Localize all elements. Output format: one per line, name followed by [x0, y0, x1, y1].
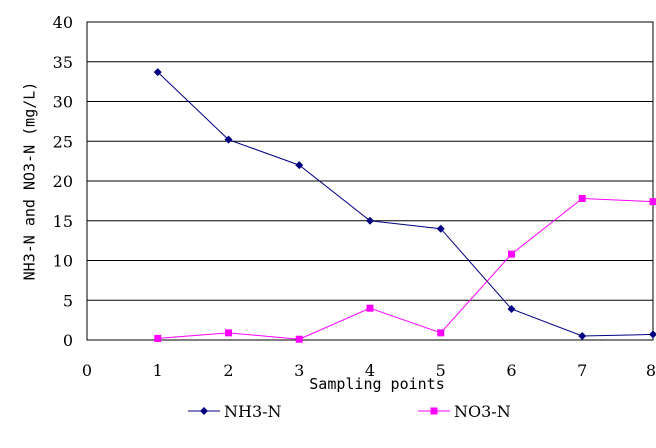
data-point-NH3-N — [366, 216, 374, 225]
y-tick-labels: 0 5 10 15 20 25 30 35 40 — [53, 13, 73, 350]
data-point-NO3-N — [649, 198, 656, 206]
y-tick-label: 20 — [53, 172, 73, 191]
y-tick-label: 15 — [53, 212, 73, 231]
data-point-NO3-N — [154, 334, 162, 342]
legend-item-NH3-N: NH3-N — [188, 402, 282, 421]
legend-label: NO3-N — [454, 402, 511, 421]
x-tick-label: 8 — [646, 361, 656, 380]
legend-marker — [430, 407, 438, 415]
x-tick-label: 3 — [294, 361, 304, 380]
x-axis-title: Sampling points — [309, 375, 444, 393]
data-point-NO3-N — [366, 304, 374, 312]
series-line-NO3-N — [157, 197, 654, 340]
y-tick-label: 10 — [53, 252, 73, 271]
data-point-NH3-N — [507, 304, 516, 313]
legend-item-NO3-N: NO3-N — [418, 402, 511, 421]
x-tick-label: 7 — [577, 361, 587, 380]
y-tick-label: 30 — [53, 93, 73, 112]
data-point-NO3-N — [437, 329, 445, 337]
y-axis-title: NH3-N and NO3-N (mg/L) — [21, 82, 39, 281]
x-tick-label: 2 — [223, 361, 233, 380]
data-point-NH3-N — [295, 161, 304, 170]
plot-area-frame — [86, 21, 654, 341]
data-point-NH3-N — [578, 332, 587, 341]
data-point-NH3-N — [649, 330, 656, 339]
y-tick-label: 35 — [53, 53, 73, 72]
y-tick-label: 0 — [63, 331, 73, 350]
y-tick-label: 25 — [53, 132, 73, 151]
series-NO3-N — [154, 194, 656, 343]
x-tick-label: 4 — [365, 361, 375, 380]
data-point-NH3-N — [224, 135, 233, 144]
data-point-NO3-N — [225, 329, 232, 337]
y-tick-label: 40 — [53, 13, 73, 32]
legend-label: NH3-N — [224, 402, 282, 421]
data-point-NO3-N — [578, 194, 586, 202]
x-tick-labels: 0 1 2 3 4 5 6 7 8 — [82, 361, 656, 380]
series-group — [153, 68, 656, 343]
grid-lines — [87, 61, 653, 301]
data-point-NO3-N — [508, 250, 515, 258]
x-tick-label: 1 — [153, 361, 163, 380]
x-tick-label: 0 — [82, 361, 92, 380]
x-tick-label: 5 — [436, 361, 446, 380]
data-point-NH3-N — [436, 224, 445, 233]
data-point-NO3-N — [295, 335, 303, 343]
x-tick-label: 6 — [506, 361, 516, 380]
legend-marker — [200, 407, 208, 415]
data-point-NH3-N — [153, 68, 162, 77]
series-line-NH3-N — [157, 71, 654, 337]
legend: NH3-N NO3-N — [188, 402, 511, 421]
y-tick-label: 5 — [63, 291, 73, 310]
series-NH3-N — [153, 68, 656, 341]
